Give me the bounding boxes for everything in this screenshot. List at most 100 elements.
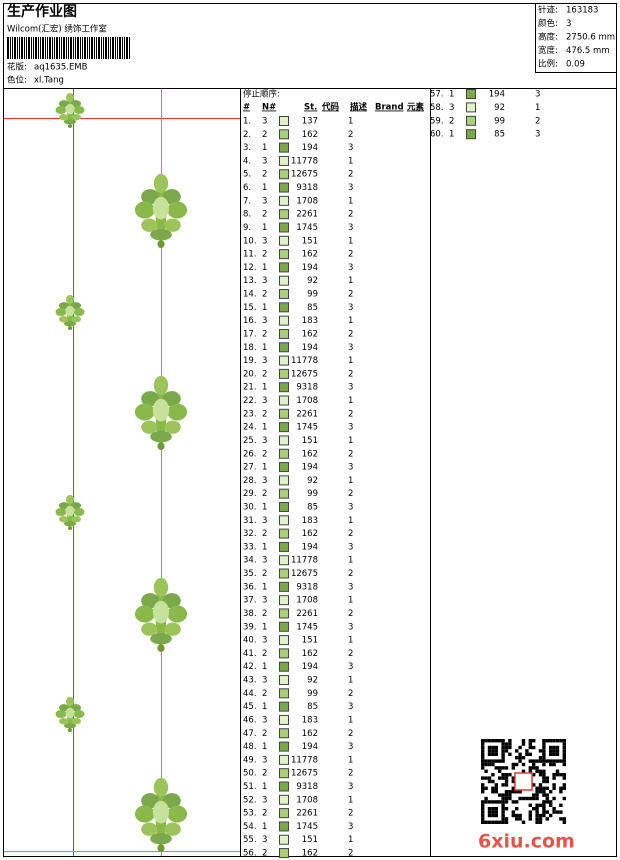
- row-number: 10.: [243, 236, 257, 246]
- code: 2: [348, 809, 353, 819]
- code: 2: [348, 569, 353, 579]
- color-swatch: [279, 754, 289, 765]
- qr-module: [542, 773, 546, 777]
- stitches: 1745: [296, 423, 318, 433]
- qr-code: [481, 739, 566, 824]
- needle: 1: [262, 782, 267, 792]
- qr-module: [538, 756, 543, 760]
- code: 3: [348, 702, 353, 712]
- stat-value: 2750.6 mm: [566, 33, 615, 43]
- row-number: 34.: [243, 556, 257, 566]
- needle: 1: [262, 383, 267, 393]
- needle: 3: [449, 103, 454, 113]
- row-number: 3.: [243, 143, 251, 153]
- qr-module: [494, 807, 498, 811]
- qr-module: [481, 800, 485, 804]
- qr-module: [532, 762, 536, 767]
- color-swatch: [279, 262, 289, 273]
- stitches: 1708: [296, 596, 318, 606]
- qr-module: [545, 796, 549, 801]
- stitches: 1745: [296, 622, 318, 632]
- needle: 2: [262, 449, 267, 459]
- qr-module: [487, 779, 492, 784]
- color-swatch: [279, 328, 289, 339]
- needle: 2: [262, 489, 267, 499]
- qr-module: [491, 820, 495, 824]
- qr-module: [532, 759, 536, 763]
- qr-module: [532, 796, 536, 801]
- qr-module: [481, 783, 485, 787]
- row-number: 57.: [430, 90, 444, 100]
- stitches: 1745: [296, 822, 318, 832]
- qr-module: [562, 786, 566, 790]
- needle: 3: [262, 596, 267, 606]
- qr-module: [528, 745, 532, 750]
- needle: 2: [449, 116, 454, 126]
- qr-module: [552, 739, 556, 743]
- qr-module: [552, 807, 556, 811]
- qr-module: [481, 752, 485, 756]
- stat-label: 颜色:: [538, 18, 558, 29]
- qr-module: [501, 766, 505, 770]
- row-number: 12.: [243, 263, 257, 273]
- stitches: 92: [494, 103, 505, 113]
- qr-module: [504, 807, 509, 811]
- code: 1: [348, 117, 353, 127]
- color-swatch: [279, 821, 289, 832]
- qr-module: [562, 776, 566, 780]
- qr-module: [518, 759, 522, 763]
- stitches: 162: [302, 449, 318, 459]
- code: 3: [348, 582, 353, 592]
- qr-module: [491, 786, 495, 790]
- qr-module: [498, 776, 502, 780]
- code: 2: [348, 329, 353, 339]
- code: 2: [348, 369, 353, 379]
- row-number: 60.: [430, 130, 444, 140]
- row-number: 55.: [243, 835, 257, 845]
- qr-module: [542, 762, 546, 767]
- qr-module: [487, 762, 492, 767]
- qr-module: [549, 739, 553, 743]
- qr-module: [511, 810, 515, 814]
- qr-module: [562, 759, 566, 763]
- qr-module: [491, 762, 495, 767]
- stitches: 162: [302, 729, 318, 739]
- qr-module: [552, 810, 556, 814]
- needle: 1: [262, 263, 267, 273]
- qr-module: [494, 752, 498, 756]
- qr-module: [501, 776, 505, 780]
- qr-module: [481, 790, 485, 794]
- qr-module: [491, 759, 495, 763]
- needle: 2: [262, 609, 267, 619]
- row-number: 37.: [243, 596, 257, 606]
- code: 2: [348, 290, 353, 300]
- qr-module: [491, 779, 495, 784]
- qr-module: [542, 810, 546, 814]
- qr-module: [501, 796, 505, 801]
- qr-module: [491, 773, 495, 777]
- studio: Wilcom(汇宏) 绣饰工作室: [7, 24, 107, 35]
- qr-module: [528, 810, 532, 814]
- stitches: 194: [302, 143, 318, 153]
- needle: 1: [262, 702, 267, 712]
- qr-module: [559, 739, 563, 743]
- stitches: 183: [302, 715, 318, 725]
- qr-module: [491, 745, 495, 750]
- code: 2: [348, 729, 353, 739]
- qr-module: [549, 800, 553, 804]
- color-swatch: [279, 555, 289, 566]
- stat-value: 476.5 mm: [566, 46, 610, 56]
- qr-module: [481, 820, 485, 824]
- row-number: 39.: [243, 622, 257, 632]
- row-number: 9.: [243, 223, 251, 233]
- code: 3: [348, 662, 353, 672]
- stitches: 11778: [291, 156, 318, 166]
- stitches: 92: [307, 476, 318, 486]
- stitches: 9318: [296, 782, 318, 792]
- qr-module: [504, 779, 509, 784]
- color-swatch: [279, 315, 289, 326]
- needle: 2: [262, 769, 267, 779]
- qr-module: [528, 766, 532, 770]
- qr-module: [511, 766, 515, 770]
- color-swatch: [279, 608, 289, 619]
